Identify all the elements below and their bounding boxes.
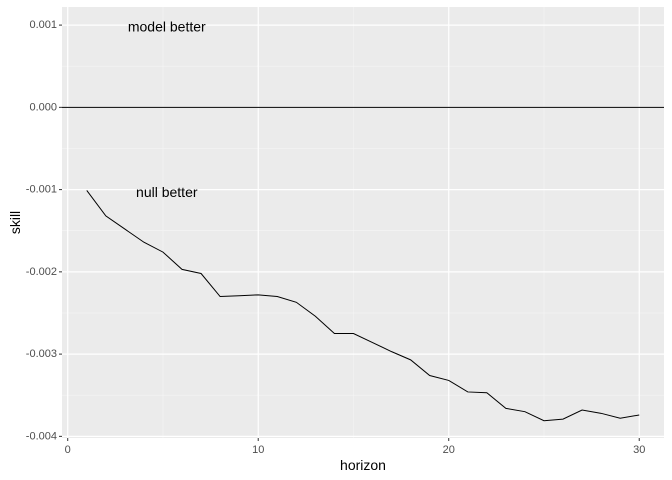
x-axis-title: horizon — [340, 457, 386, 473]
y-tick-label: -0.001 — [26, 184, 57, 196]
data-point — [315, 316, 316, 317]
data-point — [581, 409, 582, 410]
minor-gridlines — [62, 7, 664, 438]
y-tick-label: 0.000 — [29, 101, 57, 113]
y-tick-label: -0.002 — [26, 266, 57, 278]
data-point — [543, 420, 544, 421]
plot-panel — [62, 7, 664, 438]
skill-series-line — [86, 190, 640, 422]
data-point — [353, 333, 354, 334]
y-tick-label: 0.001 — [29, 19, 57, 31]
annotations: model better null better — [128, 19, 206, 200]
data-point — [258, 294, 259, 295]
data-point — [372, 342, 373, 343]
x-tick-label: 0 — [65, 444, 71, 456]
data-point — [220, 296, 221, 297]
data-point — [143, 242, 144, 243]
data-point — [162, 252, 163, 253]
annotation-model-better: model better — [128, 19, 206, 35]
data-point — [181, 269, 182, 270]
data-point — [562, 418, 563, 419]
data-point — [639, 414, 640, 415]
data-point — [239, 295, 240, 296]
y-tick-label: -0.003 — [26, 348, 57, 360]
data-point — [524, 411, 525, 412]
y-axis-title: skill — [7, 211, 23, 234]
data-point — [467, 391, 468, 392]
x-tick-label: 30 — [633, 444, 645, 456]
data-point — [410, 359, 411, 360]
data-point — [505, 408, 506, 409]
data-point — [124, 228, 125, 229]
x-tick-label: 20 — [443, 444, 455, 456]
data-point — [391, 351, 392, 352]
data-point — [200, 273, 201, 274]
data-point — [448, 380, 449, 381]
data-point — [429, 375, 430, 376]
data-point — [296, 302, 297, 303]
data-point — [601, 413, 602, 414]
data-point — [86, 190, 87, 191]
x-axis-ticks: 0 10 20 30 — [65, 438, 645, 456]
data-point — [105, 215, 106, 216]
data-point — [620, 418, 621, 419]
data-point — [277, 296, 278, 297]
y-tick-label: -0.004 — [26, 430, 57, 442]
data-point — [486, 392, 487, 393]
x-tick-label: 10 — [252, 444, 264, 456]
y-axis-ticks: 0.001 0.000 -0.001 -0.002 -0.003 -0.004 — [26, 19, 62, 442]
annotation-null-better: null better — [136, 184, 198, 200]
data-point — [334, 333, 335, 334]
